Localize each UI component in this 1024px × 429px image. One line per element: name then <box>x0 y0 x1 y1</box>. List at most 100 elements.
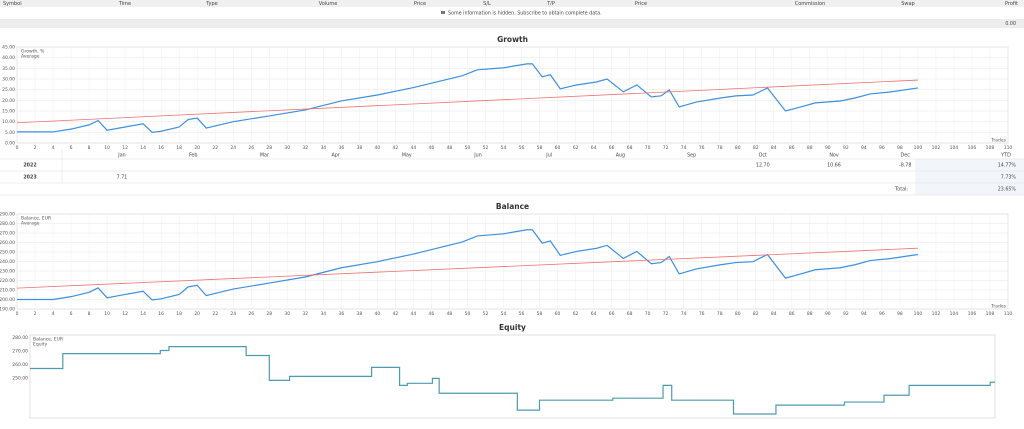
ytd-column <box>915 159 1024 195</box>
x-tick-label: 64 <box>591 145 597 151</box>
y-tick-label: 260.00 <box>12 362 28 368</box>
x-tick-label: 106 <box>968 145 977 151</box>
total-label: Total: <box>894 187 908 193</box>
x-tick-label: 110 <box>1004 145 1013 151</box>
total-row <box>0 19 1024 28</box>
x-tick-label: 100 <box>914 145 923 151</box>
x-tick-label: 80 <box>735 145 741 151</box>
x-tick-label: 2 <box>34 311 37 317</box>
chart-title: Growth <box>497 35 528 44</box>
column-header: Volume <box>319 1 338 7</box>
x-tick-label: 72 <box>663 311 669 317</box>
x-tick-label: 12 <box>122 311 128 317</box>
x-tick-label: 48 <box>447 311 453 317</box>
header-row <box>0 0 1024 7</box>
x-tick-label: 68 <box>627 311 633 317</box>
column-header: Time <box>118 1 131 7</box>
x-tick-label: 56 <box>519 311 525 317</box>
y-tick-label: 270.00 <box>0 231 15 237</box>
x-tick-label: 98 <box>897 311 903 317</box>
x-tick-label: 78 <box>717 145 723 151</box>
x-tick-label: 14 <box>140 145 146 151</box>
y-tick-label: 240.00 <box>0 259 15 265</box>
x-tick-label: 86 <box>789 145 795 151</box>
x-tick-label: 66 <box>609 145 615 151</box>
ytd-value: 14.77% <box>998 163 1017 169</box>
x-tick-label: 30 <box>284 311 290 317</box>
x-tick-label: 30 <box>284 145 290 151</box>
x-tick-label: 72 <box>663 145 669 151</box>
x-tick-label: 96 <box>879 145 885 151</box>
y-tick-label: 280.00 <box>12 335 28 341</box>
x-tick-label: 20 <box>194 145 200 151</box>
x-tick-label: 48 <box>447 145 453 151</box>
x-tick-label: 94 <box>861 311 867 317</box>
x-tick-label: 18 <box>176 145 182 151</box>
x-tick-label: 36 <box>338 311 344 317</box>
x-tick-label: 50 <box>465 145 471 151</box>
y-tick-label: 220.00 <box>0 278 15 284</box>
x-tick-label: 52 <box>483 145 489 151</box>
x-tick-label: 66 <box>609 311 615 317</box>
month-header: Sep <box>687 153 696 159</box>
x-tick-label: 42 <box>393 145 399 151</box>
x-tick-label: 54 <box>501 145 507 151</box>
x-tick-label: 6 <box>70 311 73 317</box>
x-tick-label: 16 <box>158 145 164 151</box>
x-tick-label: 36 <box>338 145 344 151</box>
x-tick-label: 92 <box>843 311 849 317</box>
series-line <box>17 63 918 133</box>
x-tick-label: 10 <box>104 311 110 317</box>
x-tick-label: 38 <box>356 145 362 151</box>
x-tick-label: 2 <box>34 145 37 151</box>
x-tick-label: 26 <box>248 311 254 317</box>
x-tick-label: 52 <box>483 311 489 317</box>
legend-entry: Balance, EUR <box>33 337 63 343</box>
x-tick-label: 102 <box>932 145 941 151</box>
x-tick-label: 98 <box>897 145 903 151</box>
x-tick-label: 86 <box>789 311 795 317</box>
x-tick-label: 76 <box>699 145 705 151</box>
chart-title: Equity <box>499 323 526 332</box>
y-tick-label: 250.00 <box>12 375 28 381</box>
column-header: Price <box>414 1 426 7</box>
y-tick-label: 10.00 <box>2 119 15 125</box>
x-tick-label: 94 <box>861 145 867 151</box>
x-tick-label: 38 <box>356 311 362 317</box>
x-tick-label: 58 <box>537 311 543 317</box>
legend-entry: Growth, % <box>21 49 45 55</box>
x-tick-label: 32 <box>302 311 308 317</box>
legend-entry: Balance, EUR <box>21 216 51 222</box>
y-tick-label: 15.00 <box>2 109 15 115</box>
x-tick-label: 64 <box>591 311 597 317</box>
month-header: Oct <box>759 153 767 159</box>
month-header: Apr <box>331 153 339 159</box>
x-tick-label: 24 <box>230 145 236 151</box>
ytd-value: 7.73% <box>1001 175 1017 181</box>
x-tick-label: 44 <box>411 145 417 151</box>
x-tick-label: 56 <box>519 145 525 151</box>
x-tick-label: 8 <box>88 145 91 151</box>
x-tick-label: 76 <box>699 311 705 317</box>
x-tick-label: 4 <box>52 145 55 151</box>
x-tick-label: 90 <box>825 311 831 317</box>
x-tick-label: 74 <box>681 145 687 151</box>
notice: Some information is hidden. Subscribe to… <box>448 11 602 17</box>
x-tick-label: 22 <box>212 311 218 317</box>
x-tick-label: 74 <box>681 311 687 317</box>
x-tick-label: 16 <box>158 311 164 317</box>
month-header: Jul <box>545 153 552 159</box>
x-tick-label: 100 <box>914 311 923 317</box>
x-tick-label: 42 <box>393 311 399 317</box>
x-tick-label: 12 <box>122 145 128 151</box>
month-header: Mar <box>260 153 269 159</box>
series-line <box>16 247 918 289</box>
x-tick-label: 82 <box>753 145 759 151</box>
chart-title: Balance <box>496 202 529 211</box>
x-tick-label: 0 <box>16 145 19 151</box>
x-tick-label: 18 <box>176 311 182 317</box>
month-header: Feb <box>189 153 198 159</box>
x-tick-label: 46 <box>429 145 435 151</box>
x-tick-label: 104 <box>950 311 959 317</box>
x-tick-label: 62 <box>573 311 579 317</box>
